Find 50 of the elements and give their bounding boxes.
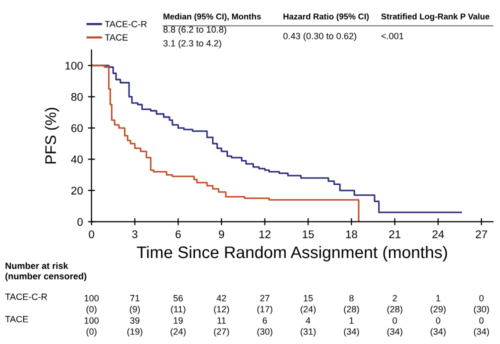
- text: 4 (31): [300, 317, 316, 337]
- text: TACE: [5, 316, 28, 322]
- text: 0 (34): [474, 317, 489, 337]
- y-tick-label: 100: [65, 62, 83, 70]
- x-tick-label: 24: [432, 230, 444, 238]
- x-tick-label: 9: [218, 230, 224, 238]
- text: 8.8 (6.2 to 10.8): [163, 26, 226, 34]
- text: 39 (19): [127, 317, 142, 337]
- x-tick-label: 15: [302, 230, 314, 238]
- text: 100 (0): [84, 317, 99, 337]
- text: 15 (24): [300, 295, 316, 314]
- text: 0 (34): [430, 317, 446, 337]
- legend-label: TACE: [104, 34, 128, 41]
- text: 8 (28): [344, 294, 359, 314]
- text: Stratified Log-Rank P Value: [381, 13, 490, 22]
- x-tick-label: 27: [476, 230, 488, 238]
- text: 100 (0): [84, 294, 99, 314]
- text: 1 (29): [430, 295, 446, 314]
- text: 0 (30): [474, 294, 489, 314]
- x-tick-label: 3: [132, 230, 138, 238]
- y-tick-label: 80: [71, 93, 83, 101]
- text: 19 (24): [170, 317, 186, 337]
- y-axis-title: PFS (%): [44, 108, 60, 164]
- x-tick-label: 18: [346, 230, 358, 238]
- text: 71 (9): [130, 295, 140, 314]
- text: Number at risk (number censored): [5, 262, 86, 282]
- x-axis-title: Time Since Random Assignment (months): [136, 246, 447, 262]
- y-tick-label: 0: [77, 218, 83, 226]
- text: 27 (17): [257, 294, 272, 314]
- text: 6 (30): [257, 317, 272, 337]
- y-tick-label: 40: [71, 155, 83, 164]
- x-tick-label: 21: [389, 230, 400, 238]
- text: TACE-C-R: [5, 294, 48, 300]
- y-tick-label: 20: [71, 186, 83, 195]
- text: 3.1 (2.3 to 4.2): [163, 40, 222, 48]
- x-tick-label: 12: [259, 230, 270, 238]
- text: 0.43 (0.30 to 0.62): [283, 32, 356, 42]
- text: 2 (28): [387, 294, 402, 314]
- text: 1 (34): [344, 317, 359, 337]
- text: 0 (34): [387, 317, 402, 337]
- text: Hazard Ratio (95% CI): [284, 13, 369, 22]
- text: <.001: [381, 32, 404, 40]
- text: Median (95% CI), Months: [164, 13, 261, 22]
- text: 56 (11): [171, 294, 186, 314]
- x-tick-label: 6: [176, 230, 181, 238]
- legend-label: TACE-C-R: [104, 20, 147, 28]
- text: 42 (12): [214, 294, 229, 314]
- y-tick-label: 60: [71, 124, 83, 132]
- text: 11 (27): [214, 317, 229, 337]
- x-tick-label: 0: [88, 230, 94, 238]
